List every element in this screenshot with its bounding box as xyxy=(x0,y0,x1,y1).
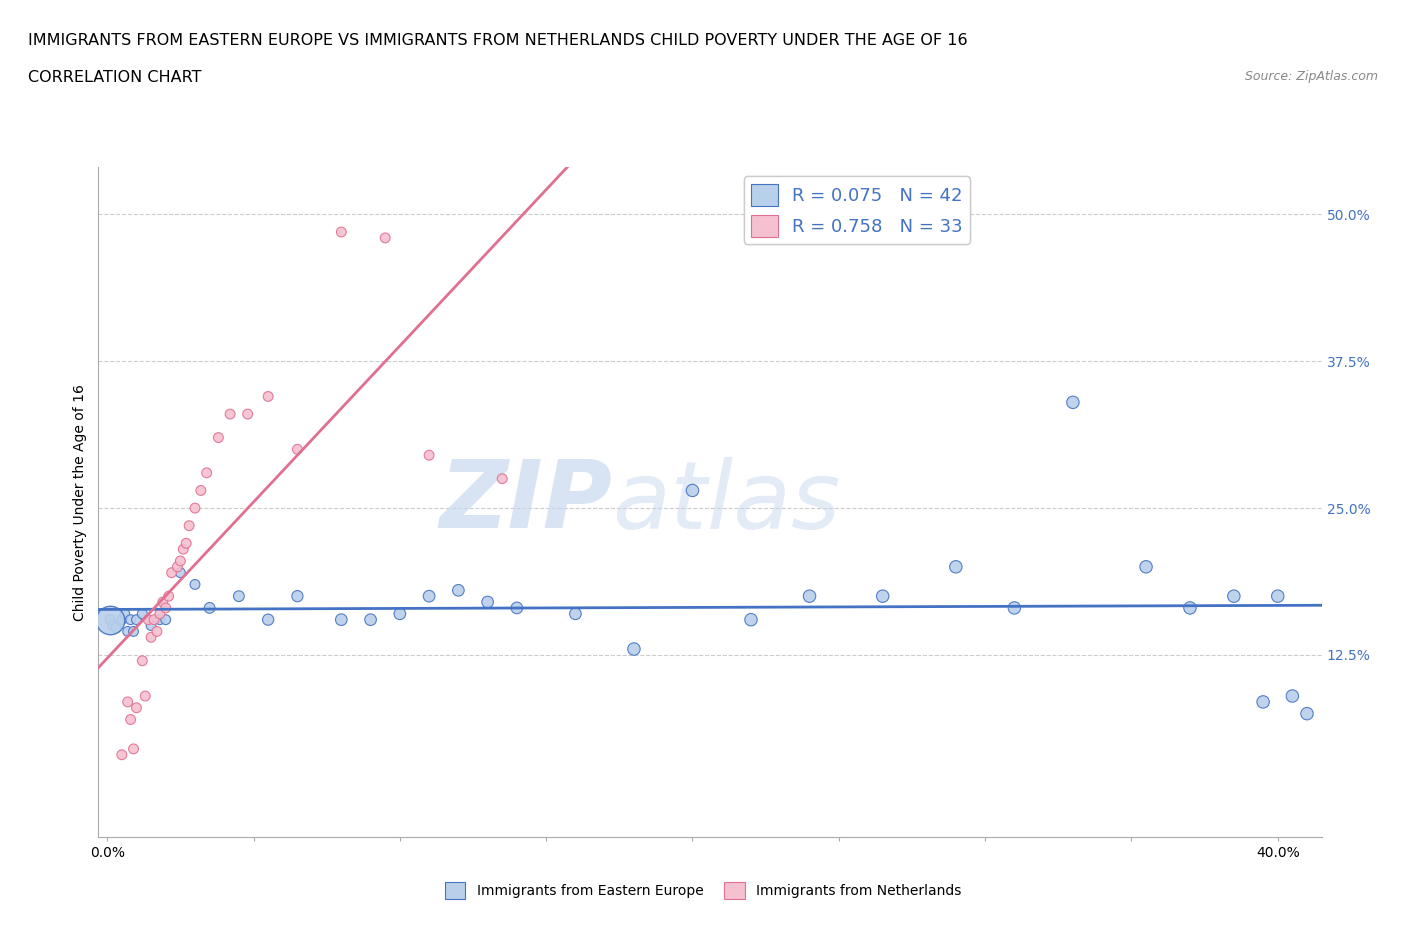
Point xyxy=(418,447,440,462)
Point xyxy=(122,741,145,756)
Text: ZIP: ZIP xyxy=(439,457,612,548)
Point xyxy=(98,612,121,627)
Point xyxy=(155,601,177,616)
Point xyxy=(740,612,762,627)
Point xyxy=(139,618,162,633)
Text: IMMIGRANTS FROM EASTERN EUROPE VS IMMIGRANTS FROM NETHERLANDS CHILD POVERTY UNDE: IMMIGRANTS FROM EASTERN EUROPE VS IMMIGR… xyxy=(28,33,967,47)
Point xyxy=(477,594,499,609)
Point xyxy=(1296,706,1319,721)
Point xyxy=(174,536,197,551)
Point xyxy=(120,612,142,627)
Point xyxy=(257,389,280,404)
Point xyxy=(257,612,280,627)
Point xyxy=(195,465,218,480)
Point xyxy=(219,406,242,421)
Point xyxy=(945,559,967,574)
Text: Source: ZipAtlas.com: Source: ZipAtlas.com xyxy=(1244,70,1378,83)
Text: CORRELATION CHART: CORRELATION CHART xyxy=(28,70,201,85)
Point xyxy=(198,601,221,616)
Point xyxy=(330,612,353,627)
Point xyxy=(117,624,139,639)
Point xyxy=(131,606,153,621)
Point xyxy=(169,553,191,568)
Text: atlas: atlas xyxy=(612,457,841,548)
Point xyxy=(179,518,201,533)
Point xyxy=(120,712,142,727)
Point xyxy=(872,589,894,604)
Point xyxy=(228,589,250,604)
Point xyxy=(172,542,194,557)
Point xyxy=(131,654,153,669)
Point xyxy=(143,612,166,627)
Point xyxy=(125,700,148,715)
Point xyxy=(101,618,124,633)
Point xyxy=(491,472,513,486)
Point xyxy=(152,594,174,609)
Point xyxy=(1267,589,1289,604)
Point xyxy=(190,483,212,498)
Point xyxy=(149,612,172,627)
Point xyxy=(564,606,586,621)
Point xyxy=(1135,559,1157,574)
Point xyxy=(157,589,180,604)
Point xyxy=(149,606,172,621)
Point xyxy=(623,642,645,657)
Point xyxy=(117,695,139,710)
Point xyxy=(160,565,183,580)
Point xyxy=(1178,601,1201,616)
Point xyxy=(418,589,440,604)
Point xyxy=(111,612,134,627)
Point xyxy=(139,630,162,644)
Point xyxy=(1062,395,1084,410)
Point xyxy=(104,620,127,635)
Point xyxy=(330,224,353,239)
Legend: Immigrants from Eastern Europe, Immigrants from Netherlands: Immigrants from Eastern Europe, Immigran… xyxy=(439,876,967,905)
Point xyxy=(360,612,382,627)
Point xyxy=(799,589,821,604)
Point xyxy=(98,612,121,627)
Point xyxy=(682,483,704,498)
Point xyxy=(155,612,177,627)
Point xyxy=(207,431,229,445)
Y-axis label: Child Poverty Under the Age of 16: Child Poverty Under the Age of 16 xyxy=(73,384,87,620)
Point xyxy=(287,442,309,457)
Point xyxy=(447,583,470,598)
Point xyxy=(134,688,156,703)
Point xyxy=(166,559,188,574)
Point xyxy=(184,577,207,591)
Point xyxy=(111,748,134,763)
Point xyxy=(506,601,529,616)
Point xyxy=(1002,601,1025,616)
Point xyxy=(1251,695,1274,710)
Point xyxy=(388,606,411,621)
Point xyxy=(1281,688,1303,703)
Point xyxy=(169,565,191,580)
Point xyxy=(136,612,159,627)
Point xyxy=(236,406,259,421)
Point xyxy=(184,500,207,515)
Point xyxy=(1223,589,1246,604)
Point xyxy=(122,624,145,639)
Point xyxy=(125,612,148,627)
Legend: R = 0.075   N = 42, R = 0.758   N = 33: R = 0.075 N = 42, R = 0.758 N = 33 xyxy=(744,177,970,244)
Point xyxy=(374,231,396,246)
Point xyxy=(287,589,309,604)
Point xyxy=(146,624,169,639)
Point xyxy=(114,606,136,621)
